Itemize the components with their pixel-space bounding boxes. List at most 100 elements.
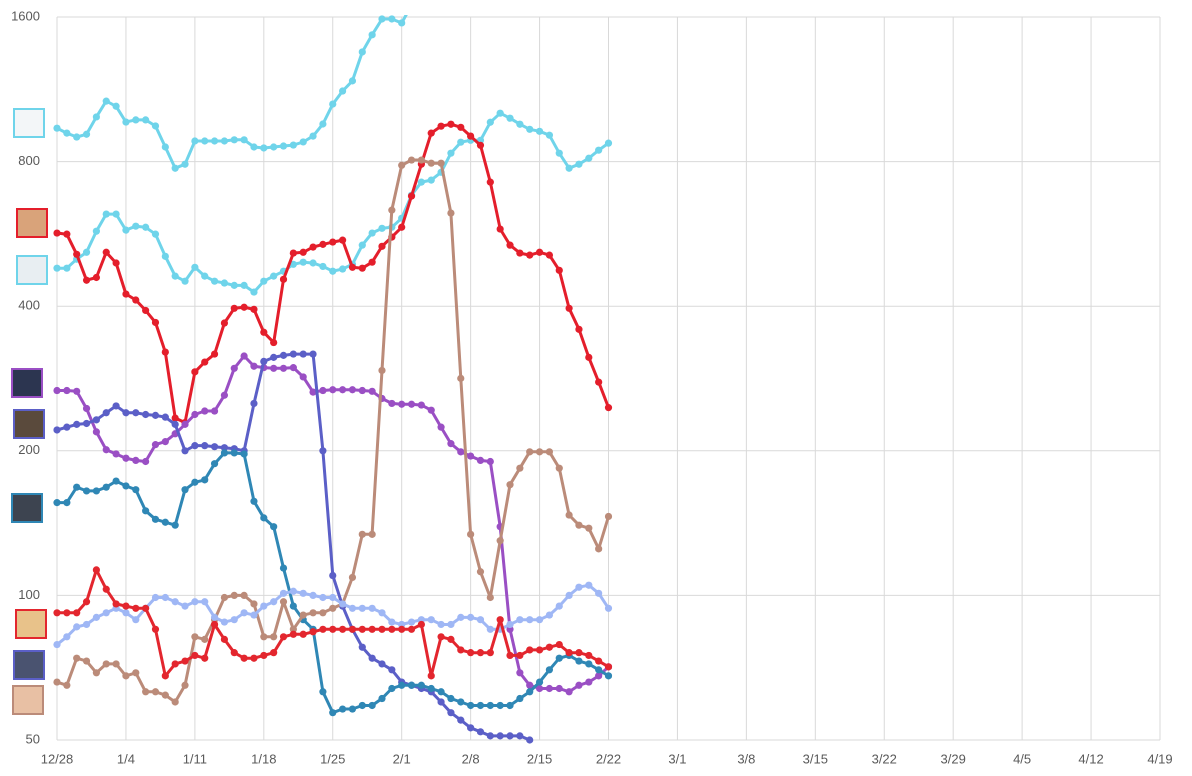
data-point [506,481,514,489]
data-point [595,672,603,680]
data-point [526,646,534,654]
data-point [407,156,416,164]
data-point [309,591,317,600]
data-point [53,229,61,237]
data-point [191,651,199,660]
data-point [132,486,140,494]
data-point [516,669,524,677]
data-point [122,482,130,490]
data-point [299,630,307,638]
data-point [161,413,169,421]
data-point [476,701,485,710]
data-point [358,625,366,633]
data-point [467,452,475,460]
data-point [230,136,238,144]
data-point [63,681,71,689]
data-point [279,364,288,372]
data-point [240,654,248,662]
data-point [122,609,130,617]
data-point [604,404,613,412]
data-point [496,537,504,545]
data-point [122,454,130,462]
data-point [82,276,91,284]
data-point [457,698,465,706]
data-point [299,248,307,256]
data-point [388,684,396,693]
data-point [516,249,524,257]
data-point [457,613,465,621]
data-point [201,272,209,280]
data-point [289,350,297,358]
data-point [585,660,593,668]
data-point [575,649,583,657]
data-point [506,701,514,710]
data-point [220,391,229,399]
data-point [73,654,81,662]
data-point [122,602,130,610]
data-point [191,410,199,419]
x-tick-label: 3/29 [941,751,966,766]
data-point [585,651,593,660]
data-point [191,442,199,450]
series-line [56,15,408,170]
data-point [555,654,563,662]
data-point [210,443,219,451]
data-point [270,649,278,657]
data-point [398,161,406,169]
data-point [270,364,278,372]
data-point [181,277,189,285]
data-point [467,724,475,732]
data-point [53,386,61,395]
character-icons [11,108,48,715]
data-point [486,178,494,186]
data-point [250,600,258,608]
data-point [240,450,248,458]
data-point [151,318,160,327]
data-point [437,423,445,431]
data-point [220,137,229,145]
data-point [151,122,160,130]
x-tick-label: 2/8 [462,751,480,766]
data-point [230,591,238,600]
icon [12,685,44,715]
data-point [338,625,347,633]
x-tick-label: 2/22 [596,751,621,766]
x-tick-label: 3/1 [668,751,686,766]
data-point [299,611,307,619]
data-point [191,633,199,641]
data-point [279,275,288,283]
data-point [112,102,120,110]
data-point [210,350,219,358]
data-point [516,464,524,472]
data-point [476,649,485,657]
data-point [92,566,100,574]
x-tick-label: 2/15 [527,751,552,766]
data-point [329,267,337,275]
data-point [437,620,445,629]
data-point [289,141,297,149]
data-point [132,456,140,465]
data-point [92,428,100,436]
data-point [476,616,485,624]
data-point [92,273,100,282]
data-point [73,623,81,631]
data-point [565,649,573,657]
data-point [161,252,169,260]
data-point [240,352,248,360]
data-point [92,669,100,677]
data-point [151,593,160,602]
data-point [476,141,485,149]
data-point [535,616,544,624]
data-point [240,609,248,617]
data-point [201,654,209,662]
data-point [476,456,485,465]
data-point [250,143,258,151]
data-point [407,618,416,626]
data-point [319,120,327,128]
data-point [132,222,140,230]
data-point [329,386,337,394]
data-point [447,620,455,629]
data-point [171,698,179,706]
data-point [230,364,238,372]
data-point [476,568,485,576]
